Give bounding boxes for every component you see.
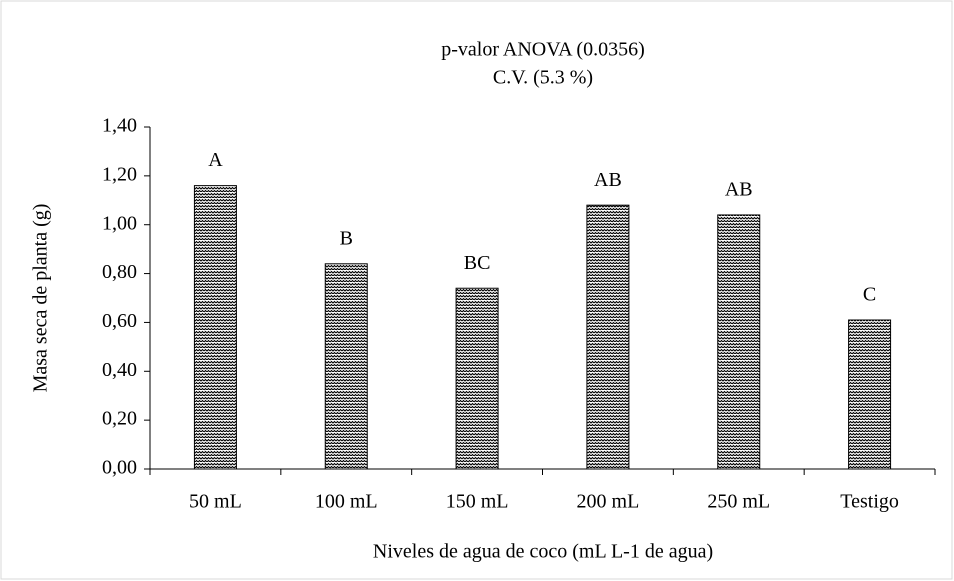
annotation: AB — [594, 169, 622, 191]
annotation: BC — [464, 252, 491, 274]
chart-subtitle: C.V. (5.3 %) — [493, 67, 593, 89]
bar — [455, 287, 499, 470]
chart-title: p-valor ANOVA (0.0356) — [441, 39, 645, 61]
y-tick-label: 1,40 — [102, 115, 137, 137]
y-tick-label: 1,00 — [102, 212, 137, 234]
annotation: B — [340, 227, 353, 249]
x-axis-label: Niveles de agua de coco (mL L-1 de agua) — [373, 541, 713, 563]
y-axis-label: Masa seca de planta (g) — [30, 204, 52, 393]
bar — [324, 263, 368, 470]
x-tick-label: 100 mL — [315, 491, 378, 513]
bar — [586, 204, 630, 470]
x-tick-label: 150 mL — [446, 491, 509, 513]
y-tick-label: 1,20 — [102, 163, 137, 185]
annotation: AB — [725, 179, 753, 201]
x-tick-label: 50 mL — [189, 491, 242, 513]
bar — [193, 185, 237, 470]
x-tick-label: 250 mL — [707, 491, 770, 513]
y-tick-label: 0,40 — [102, 359, 137, 381]
y-tick-label: 0,60 — [102, 310, 137, 332]
bar — [848, 319, 892, 470]
y-tick-label: 0,20 — [102, 408, 137, 430]
annotation: A — [208, 149, 223, 171]
y-tick-label: 0,00 — [102, 457, 137, 479]
annotation: C — [863, 284, 876, 306]
x-tick-label: Testigo — [840, 491, 899, 513]
y-tick-label: 0,80 — [102, 261, 137, 283]
bar — [717, 214, 761, 470]
x-tick-label: 200 mL — [577, 491, 640, 513]
